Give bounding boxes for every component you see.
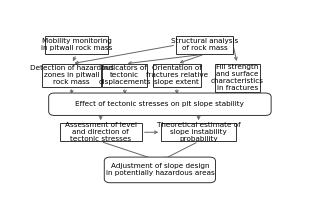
FancyBboxPatch shape — [42, 64, 101, 87]
Text: Effect of tectonic stresses on pit slope stability: Effect of tectonic stresses on pit slope… — [76, 101, 244, 107]
Text: Assessment of level
and direction of
tectonic stresses: Assessment of level and direction of tec… — [65, 122, 137, 142]
Text: Detection of hazardous
zones in pitwall
rock mass: Detection of hazardous zones in pitwall … — [30, 65, 114, 85]
FancyBboxPatch shape — [161, 123, 236, 141]
Text: Indicators of
tectonic
displacements: Indicators of tectonic displacements — [99, 65, 151, 85]
FancyBboxPatch shape — [215, 64, 260, 92]
FancyBboxPatch shape — [176, 36, 233, 54]
Text: Structural analysis
of rock mass: Structural analysis of rock mass — [171, 38, 238, 52]
FancyBboxPatch shape — [104, 157, 216, 183]
FancyBboxPatch shape — [102, 64, 147, 87]
FancyBboxPatch shape — [60, 123, 142, 141]
FancyBboxPatch shape — [153, 64, 201, 87]
Text: Fill strength
and surface
characteristics
in fractures: Fill strength and surface characteristic… — [211, 64, 264, 91]
Text: Adjustment of slope design
in potentially hazardous areas: Adjustment of slope design in potentiall… — [105, 163, 214, 176]
Text: Theoretical estimate of
slope instability
probability: Theoretical estimate of slope instabilit… — [157, 122, 241, 142]
FancyBboxPatch shape — [45, 36, 108, 54]
FancyBboxPatch shape — [49, 93, 271, 115]
Text: Orientation of
fractures relative
slope extent: Orientation of fractures relative slope … — [146, 65, 208, 85]
Text: Mobility monitoring
in pitwall rock mass: Mobility monitoring in pitwall rock mass — [41, 38, 112, 52]
